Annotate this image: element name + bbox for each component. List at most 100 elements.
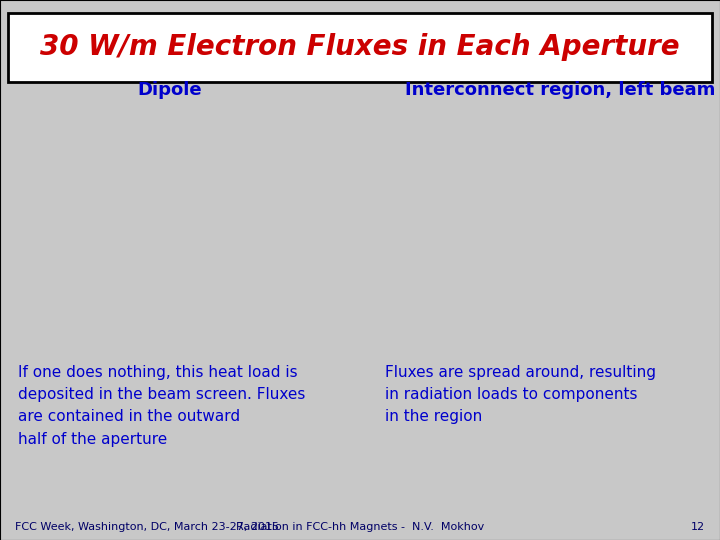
Point: [99, 166, 110, 174]
Point: [159, 275, 171, 284]
Point: [61, 245, 73, 254]
Point: [127, 127, 139, 136]
Point: [192, 324, 204, 333]
Point: [58, 195, 70, 204]
Point: [109, 131, 120, 140]
Point: [132, 251, 143, 260]
Point: [115, 320, 127, 328]
Point: [150, 292, 162, 300]
Point: [71, 181, 83, 190]
Point: [162, 249, 174, 258]
Point: [53, 179, 65, 187]
Point: [39, 235, 50, 244]
Point: [87, 188, 99, 197]
Point: [172, 206, 184, 215]
Point: [63, 226, 75, 234]
Point: [187, 254, 199, 263]
Point: [202, 296, 214, 305]
Point: [226, 275, 238, 284]
Point: [63, 245, 74, 254]
Point: [107, 136, 119, 144]
Point: [83, 204, 94, 213]
Point: [153, 328, 165, 336]
Point: [145, 153, 156, 162]
Point: [42, 242, 53, 251]
Point: [136, 201, 148, 210]
Point: [37, 191, 48, 200]
Point: [60, 161, 72, 170]
Point: [172, 144, 184, 153]
Point: [160, 287, 171, 295]
Point: [115, 187, 127, 196]
Point: [162, 178, 174, 187]
Point: [202, 165, 214, 174]
Point: [70, 302, 81, 310]
Point: [122, 331, 133, 340]
Point: [190, 280, 202, 288]
Point: [204, 252, 215, 261]
Point: [209, 305, 220, 313]
Point: [84, 292, 95, 300]
Point: [172, 247, 184, 255]
Point: [61, 247, 73, 256]
Point: [42, 198, 53, 206]
Point: [122, 320, 134, 328]
Point: [53, 233, 65, 242]
Point: [138, 199, 150, 207]
Point: [33, 188, 45, 197]
Point: [234, 270, 246, 279]
Point: [44, 281, 55, 290]
Point: [150, 118, 161, 127]
Point: [125, 306, 136, 314]
Point: [132, 131, 143, 139]
Point: [45, 188, 57, 197]
Point: [174, 327, 185, 335]
Point: [143, 188, 154, 197]
Point: [178, 204, 189, 213]
Point: [217, 167, 228, 176]
Point: [179, 220, 190, 229]
Point: [129, 268, 140, 277]
Point: [114, 189, 125, 198]
Point: [125, 197, 137, 206]
Point: [225, 140, 237, 149]
Point: [233, 154, 245, 163]
Point: [108, 306, 120, 314]
Point: [62, 297, 73, 306]
Point: [139, 195, 150, 204]
Point: [122, 233, 133, 242]
Point: [37, 279, 48, 287]
Point: [58, 158, 70, 167]
Point: [40, 241, 52, 249]
Point: [42, 258, 53, 267]
Point: [66, 198, 78, 207]
Point: [62, 244, 73, 253]
Point: [201, 124, 212, 132]
Point: [125, 261, 137, 269]
Point: [59, 200, 71, 208]
Point: [59, 235, 71, 244]
Point: [49, 185, 60, 194]
Point: [220, 204, 231, 213]
Point: [153, 267, 165, 276]
Point: [61, 197, 73, 205]
Point: [160, 160, 171, 168]
Point: [225, 251, 237, 260]
Point: [55, 287, 67, 295]
Point: [187, 278, 199, 287]
Point: [83, 310, 94, 319]
Point: [102, 168, 114, 177]
Point: [132, 210, 144, 219]
Point: [53, 204, 65, 213]
Point: [50, 253, 61, 261]
Point: [95, 135, 107, 144]
Point: [40, 220, 51, 229]
Point: [93, 256, 104, 265]
Point: [153, 216, 164, 225]
Point: [36, 197, 48, 206]
Point: [91, 260, 102, 268]
Point: [68, 260, 79, 268]
Point: [62, 294, 73, 302]
Point: [137, 317, 148, 326]
Point: [115, 167, 127, 176]
